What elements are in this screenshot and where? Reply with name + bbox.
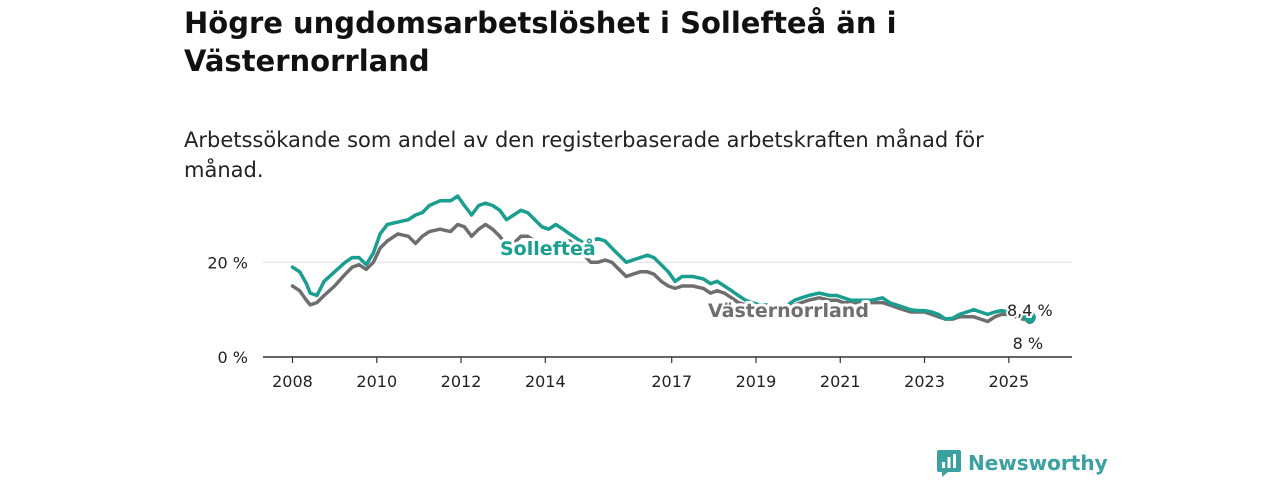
newsworthy-logo: Newsworthy <box>936 448 1108 478</box>
end-point-solleftea <box>1023 311 1036 324</box>
series-label-vasternorrland: Västernorrland <box>708 300 869 322</box>
newsworthy-logo-icon <box>937 450 961 477</box>
chart-title: Högre ungdomsarbetslöshet i Sollefteå än… <box>184 6 897 78</box>
x-tick-label: 2021 <box>820 372 861 391</box>
series-line-vasternorrland <box>290 222 1032 324</box>
label-layer: Sollefteå Västernorrland 8,4 % 8 % <box>497 233 1055 355</box>
x-tick-label: 2010 <box>356 372 397 391</box>
y-tick-label: 20 % <box>207 253 248 272</box>
newsworthy-logo-text: Newsworthy <box>968 451 1108 475</box>
x-tick-label: 2017 <box>651 372 692 391</box>
x-tick-label: 2014 <box>525 372 566 391</box>
axis-layer: 0 % 20 % 2008 2010 2012 2014 2017 2019 2021 2023 2… <box>207 253 1072 391</box>
x-tick-label: 2008 <box>272 372 313 391</box>
x-tick-label: 2019 <box>736 372 777 391</box>
x-tick-label: 2025 <box>988 372 1029 391</box>
chart-subtitle: Arbetssökande som andel av den registerb… <box>184 128 984 182</box>
end-label-solleftea: 8,4 % <box>1007 301 1053 320</box>
y-tick-label: 0 % <box>218 348 248 367</box>
line-layer <box>290 194 1036 325</box>
x-tick-label: 2023 <box>904 372 945 391</box>
x-tick-label: 2012 <box>441 372 482 391</box>
end-label-vasternorrland: 8 % <box>1013 334 1043 353</box>
series-line-solleftea <box>290 194 1032 321</box>
series-label-solleftea: Sollefteå <box>500 236 596 260</box>
